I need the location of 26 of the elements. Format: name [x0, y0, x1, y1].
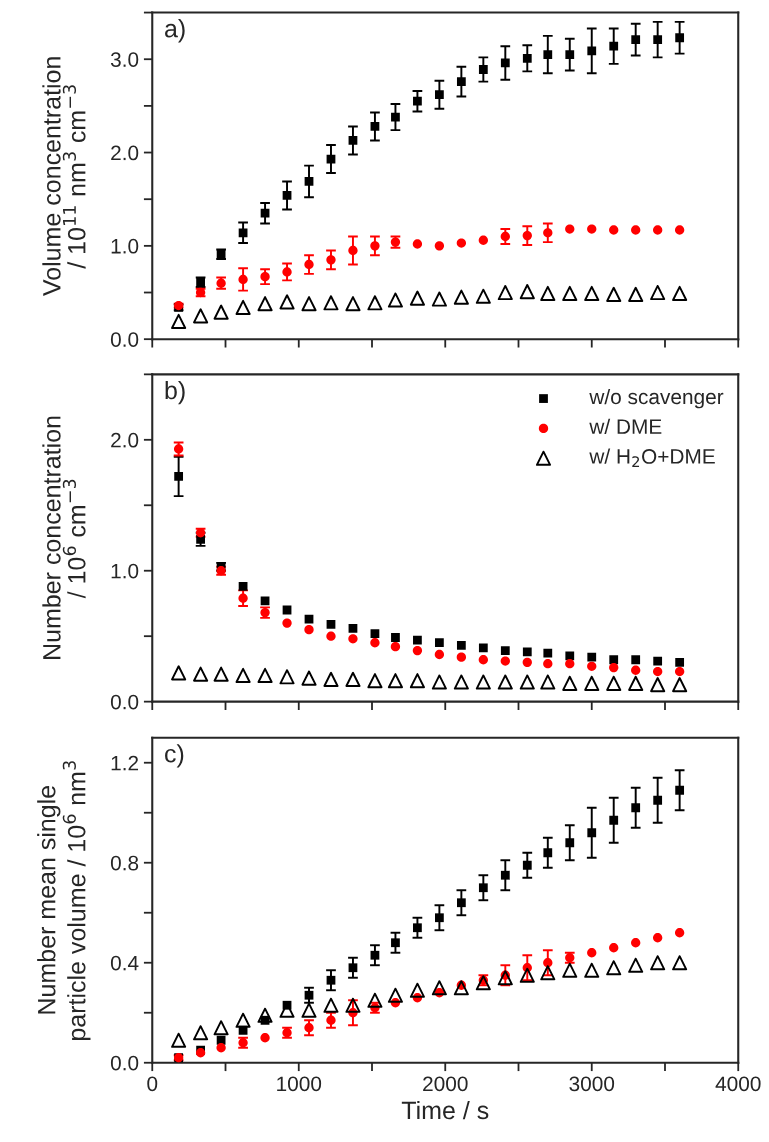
y-tick-label: 1.0 [111, 563, 139, 579]
y-tick-label: 0.8 [110, 855, 139, 871]
annotation: a) [165, 19, 185, 43]
x-axis-title: Time / s [401, 1100, 489, 1120]
legend-label: w/o scavenger [589, 388, 724, 409]
y-tick-label: 0.0 [110, 332, 139, 347]
y-axis-title: Volume concentration / 10$^{11}$ nm$^{3}$ cm$^{−3}$ [42, 57, 86, 296]
y-axis-title: Number mean single particle volume / 10$^{6}$ nm$^{3}$ [37, 761, 91, 1040]
legend-label: w/ H$_{2}$O+DME [589, 448, 715, 468]
x-tick-label: 4000 [715, 1076, 761, 1092]
x-tick-label: 0 [147, 1076, 158, 1092]
annotation: c) [165, 744, 184, 768]
y-tick-label: 2.0 [111, 432, 139, 448]
y-tick-label: 3.0 [110, 52, 139, 67]
annotation: b) [165, 380, 185, 405]
y-tick-label: 0.0 [110, 694, 139, 710]
legend-label: w/ DME [589, 418, 662, 435]
y-tick-label: 0.4 [110, 955, 139, 971]
y-tick-label: 2.0 [111, 145, 139, 161]
x-tick-label: 2000 [423, 1076, 468, 1092]
x-tick-label: 3000 [569, 1076, 615, 1092]
y-tick-label: 1.2 [111, 755, 139, 771]
x-tick-label: 1000 [277, 1076, 322, 1092]
y-tick-label: 0.0 [110, 1055, 139, 1071]
y-tick-label: 1.0 [111, 238, 139, 254]
y-axis-title: Number concentration / 10$^{6}$ cm$^{−3}$ [42, 416, 86, 659]
